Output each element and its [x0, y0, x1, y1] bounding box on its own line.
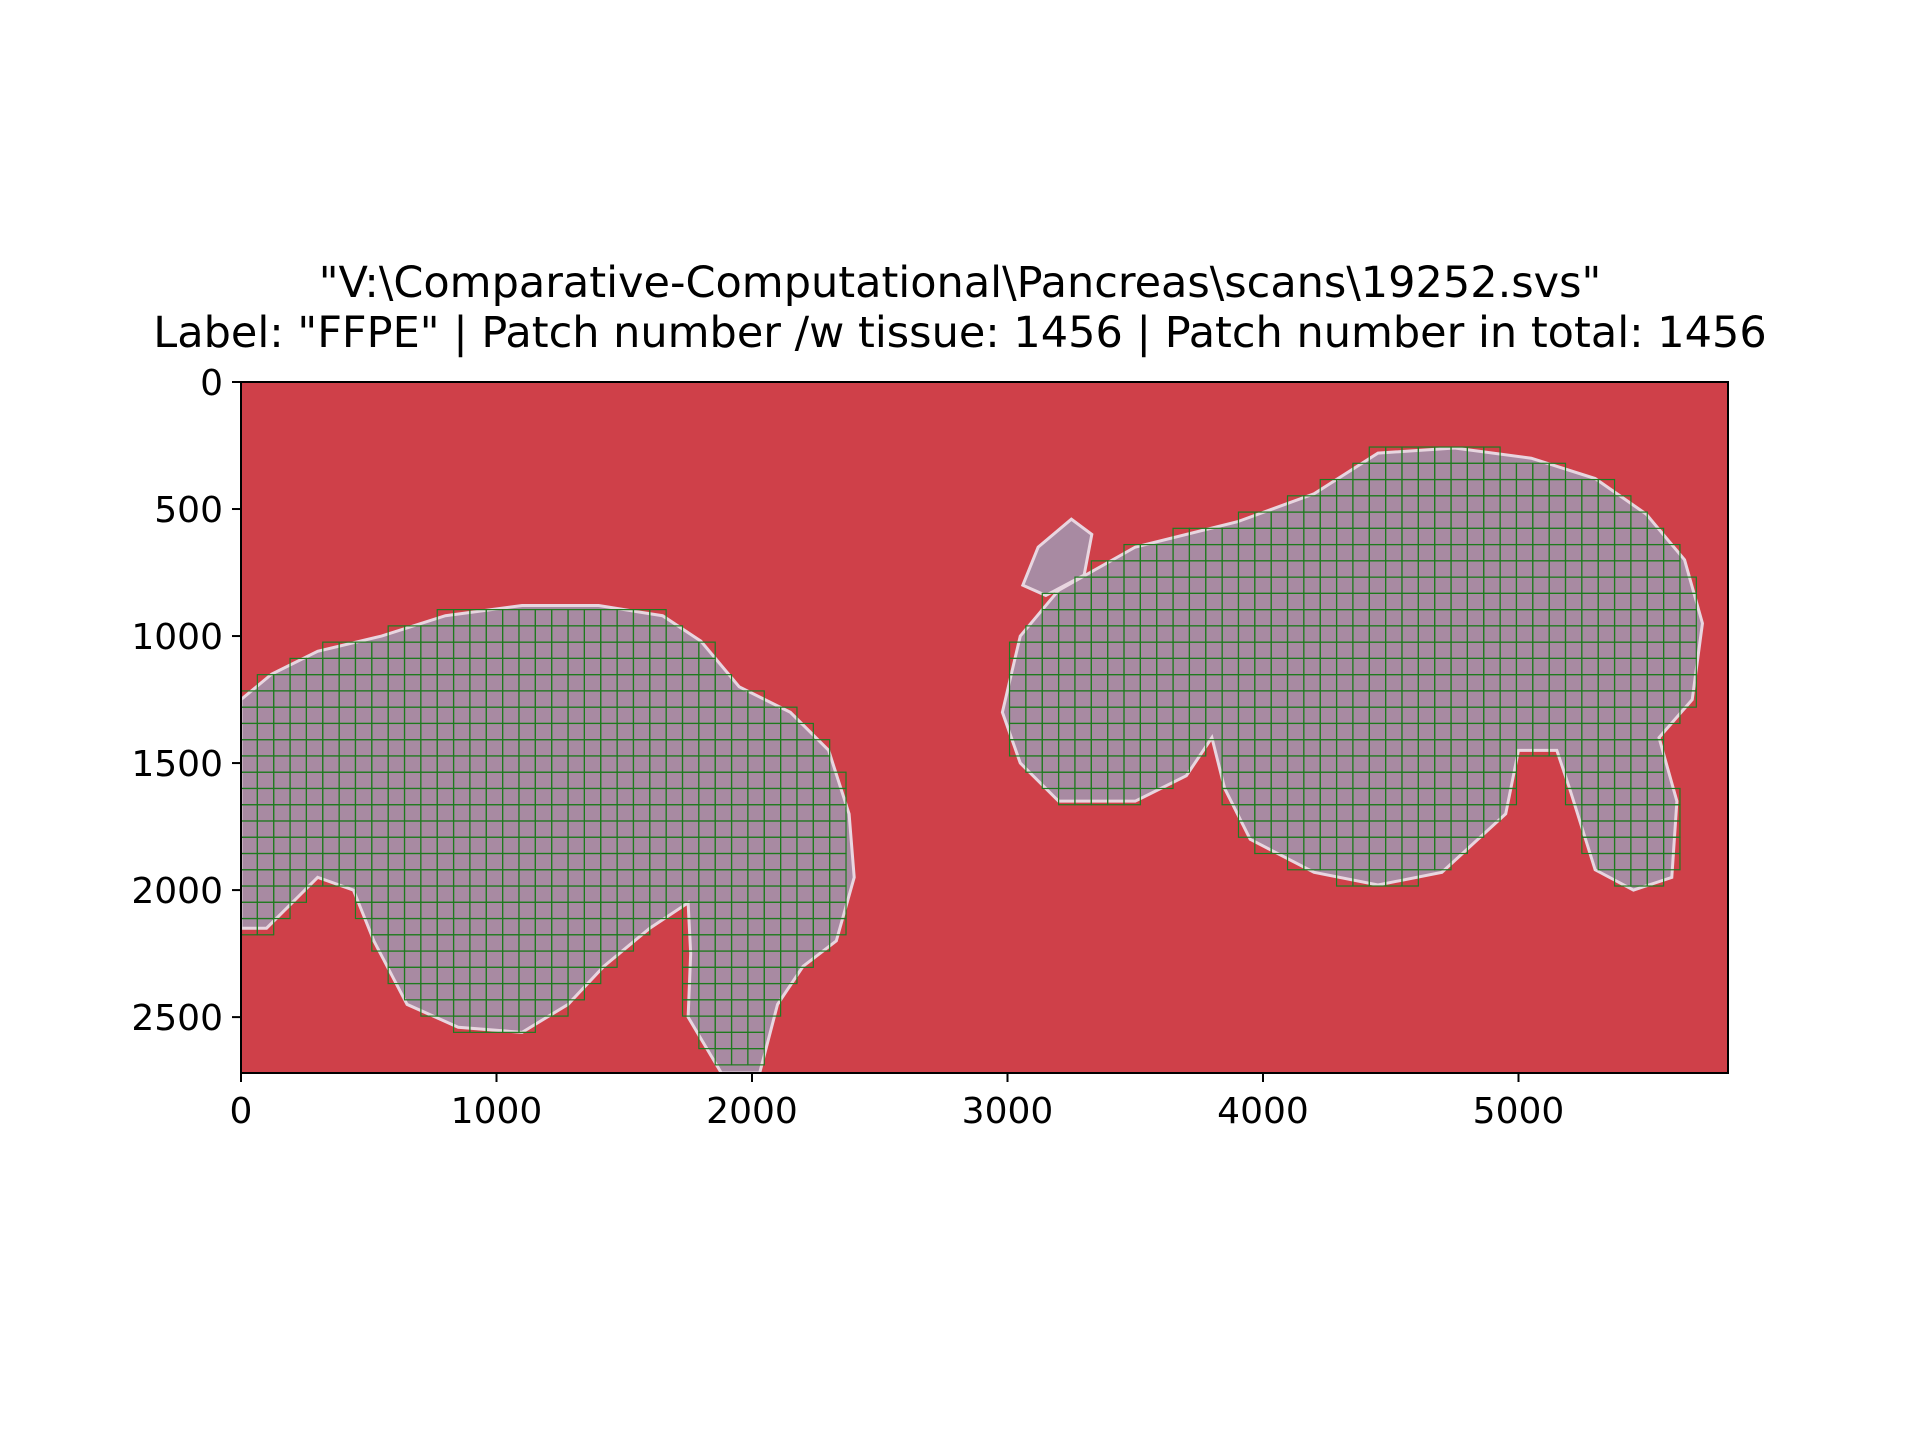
- x-tick-label: 0: [230, 1091, 253, 1132]
- patch-cell: [518, 1015, 536, 1033]
- patch-cell: [1466, 820, 1485, 838]
- patch-cell: [1434, 852, 1452, 871]
- y-tick-label: 2500: [131, 998, 223, 1039]
- patch-cell: [616, 934, 635, 952]
- y-tick-label: 0: [200, 363, 223, 404]
- y-tick-label: 1000: [131, 617, 223, 658]
- patch-cell: [829, 917, 847, 936]
- tissue-region: [241, 604, 856, 1073]
- patch-cell: [567, 982, 585, 1001]
- patch-cell: [583, 966, 602, 985]
- y-tick-label: 2000: [131, 871, 223, 912]
- patch-cell: [256, 917, 275, 936]
- patch-grid: [241, 446, 1697, 1066]
- patch-cell: [1663, 706, 1681, 725]
- patch-cell: [1483, 804, 1501, 822]
- patch-cell: [632, 917, 651, 936]
- y-tick-label: 500: [154, 490, 223, 531]
- patch-cell: [1499, 787, 1518, 806]
- patch-cell: [1188, 739, 1207, 757]
- slide-image-area: [241, 382, 1728, 1073]
- patch-cell: [812, 934, 831, 952]
- x-axis: 0 1000 2000 3000 4000 5000: [230, 1073, 1565, 1132]
- patch-cell: [1646, 869, 1665, 887]
- patch-cell: [1679, 690, 1697, 708]
- patch-cell: [796, 950, 814, 968]
- patch-cell: [1663, 852, 1681, 871]
- patch-cell: [747, 1048, 765, 1066]
- patch-cell: [273, 901, 291, 920]
- chart-title-block: "V:\Comparative-Computational\Pancreas\s…: [0, 258, 1920, 358]
- x-tick-label: 1000: [451, 1091, 543, 1132]
- patch-cell: [1450, 836, 1468, 855]
- y-axis: 0 500 1000 1500 2000 2500: [131, 363, 241, 1039]
- patch-cell: [1401, 869, 1419, 887]
- x-tick-label: 5000: [1473, 1091, 1565, 1132]
- x-tick-label: 3000: [962, 1091, 1054, 1132]
- patch-cell: [289, 885, 308, 903]
- chart-title: "V:\Comparative-Computational\Pancreas\s…: [318, 258, 1602, 308]
- patch-cell: [551, 999, 569, 1017]
- patch-cell: [780, 966, 798, 985]
- patch-cell: [763, 999, 782, 1017]
- tissue-region: [1020, 517, 1094, 598]
- patch-cell: [1156, 771, 1174, 790]
- patch-cell: [1172, 755, 1191, 773]
- x-tick-label: 4000: [1217, 1091, 1309, 1132]
- chart-subtitle: Label: "FFPE" | Patch number /w tissue: …: [153, 308, 1767, 358]
- x-tick-label: 2000: [706, 1091, 798, 1132]
- patch-cell: [1123, 787, 1141, 806]
- patch-cell: [600, 950, 618, 968]
- y-tick-label: 1500: [131, 744, 223, 785]
- axes-frame: [240, 381, 1729, 1074]
